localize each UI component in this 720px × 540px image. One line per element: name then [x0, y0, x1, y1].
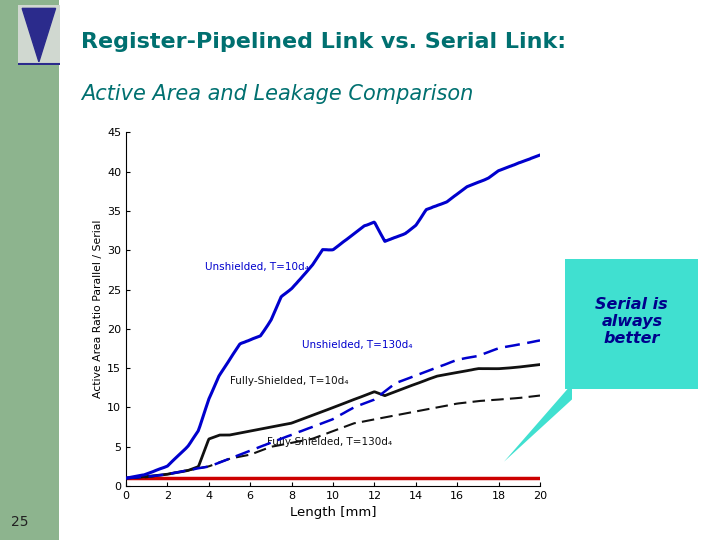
Text: Fully-Shielded, T=10d₄: Fully-Shielded, T=10d₄: [230, 376, 348, 386]
Text: Unshielded, T=10d₄: Unshielded, T=10d₄: [204, 262, 309, 272]
Text: Active Area and Leakage Comparison: Active Area and Leakage Comparison: [81, 84, 473, 104]
FancyBboxPatch shape: [560, 254, 703, 394]
Text: Register-Pipelined Link vs. Serial Link:: Register-Pipelined Link vs. Serial Link:: [81, 32, 566, 52]
X-axis label: Length [mm]: Length [mm]: [289, 507, 377, 519]
Y-axis label: Active Area Ratio Parallel / Serial: Active Area Ratio Parallel / Serial: [93, 220, 103, 399]
Text: Fully-Shielded, T=130d₄: Fully-Shielded, T=130d₄: [266, 437, 392, 447]
Polygon shape: [22, 8, 55, 62]
Text: Serial is
always
better: Serial is always better: [595, 296, 668, 346]
Polygon shape: [504, 383, 572, 462]
Text: Unshielded, T=130d₄: Unshielded, T=130d₄: [302, 340, 413, 350]
Text: 25: 25: [11, 516, 28, 530]
